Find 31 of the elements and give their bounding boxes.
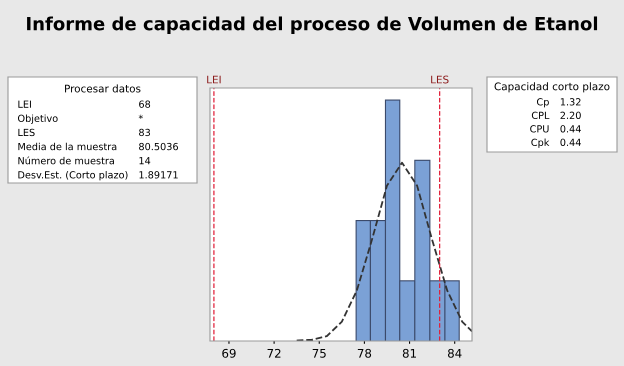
x-tick-label: 84: [448, 348, 462, 358]
text: *: [138, 114, 143, 120]
text: LEI: [18, 100, 31, 108]
chart-title: Informe de capacidad del proceso de Volumen de Etanol: [27, 16, 598, 34]
text: Cpk: [531, 138, 550, 148]
x-tick-label: 81: [402, 348, 416, 358]
text: Media de la muestra: [18, 142, 116, 150]
text: 80.5036: [139, 142, 178, 150]
text: Número de muestra: [18, 156, 114, 164]
text: CPU: [530, 125, 549, 133]
text: Capacidad corto plazo: [494, 82, 610, 92]
text: 1.32: [560, 98, 580, 106]
text: CPL: [532, 112, 550, 120]
text: Desv.Est. (Corto plazo): [18, 170, 128, 180]
text: 68: [139, 100, 150, 108]
text: 14: [139, 157, 150, 164]
text: 0.44: [560, 125, 581, 133]
x-tick-label: 69: [222, 348, 236, 358]
text: 0.44: [560, 138, 581, 146]
text: LES: [18, 128, 35, 136]
text: 1.89171: [139, 171, 178, 179]
x-tick-label: 75: [312, 349, 326, 358]
text: Cp: [536, 98, 549, 108]
text: Procesar datos: [65, 84, 140, 92]
ref-line-label: LEI: [207, 76, 221, 84]
text: 83: [139, 128, 150, 136]
ref-line-label: LES: [431, 76, 449, 84]
text: Objetivo: [18, 114, 58, 124]
text: 2.20: [560, 112, 581, 120]
x-tick-label: 78: [358, 348, 372, 358]
x-tick-label: 72: [268, 348, 280, 358]
